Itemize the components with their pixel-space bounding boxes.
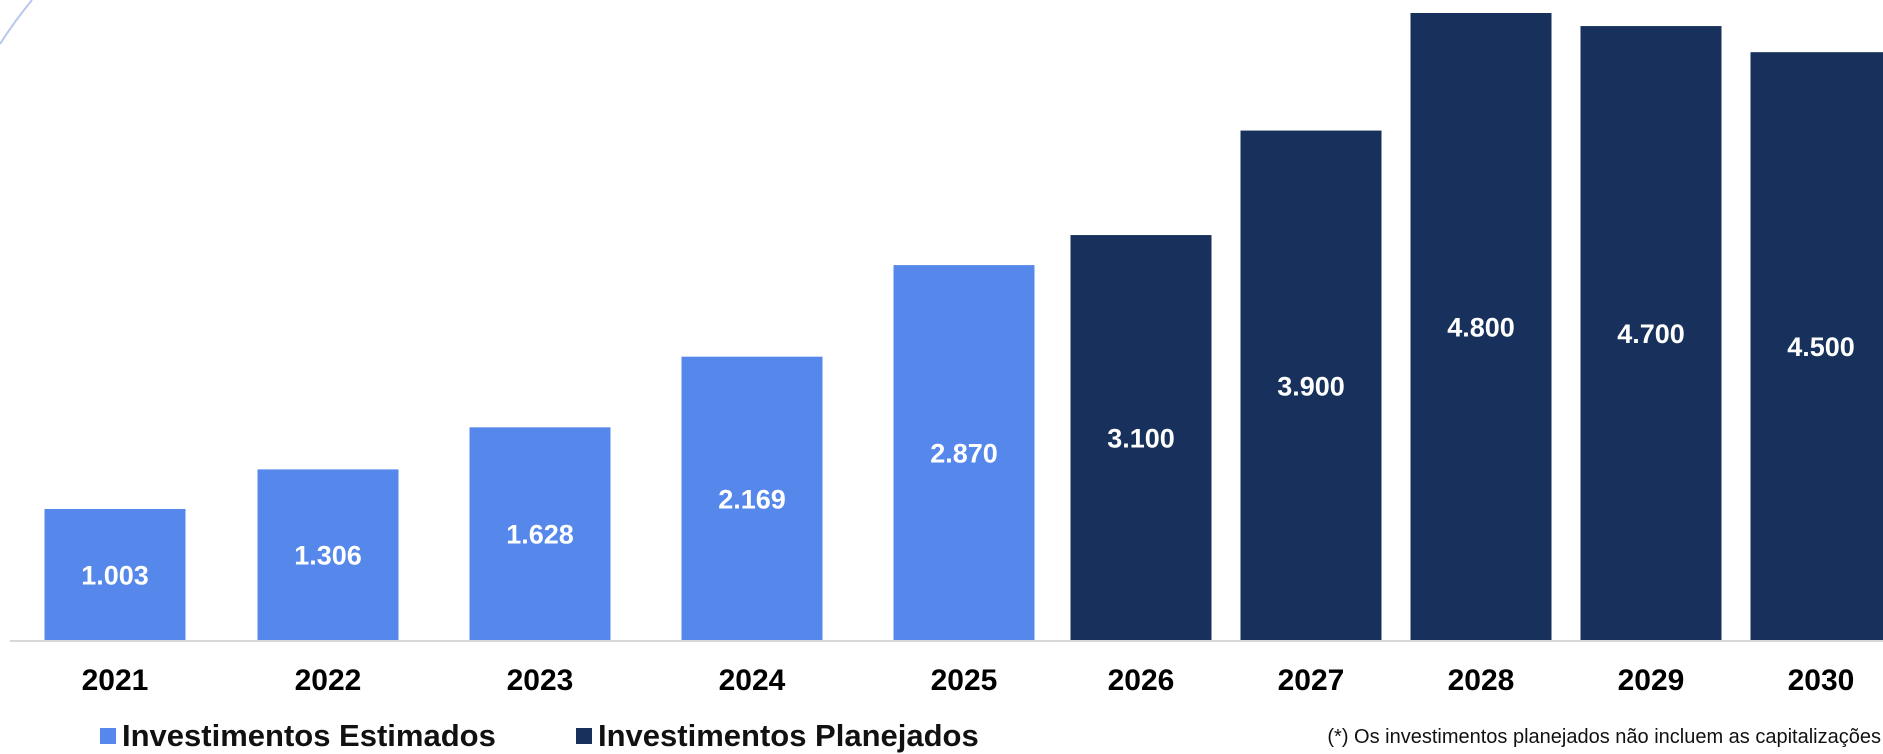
x-tick-label-2026: 2026 xyxy=(1108,664,1175,697)
bar-value-label-2026: 3.100 xyxy=(1107,424,1175,454)
x-tick-label-2028: 2028 xyxy=(1448,664,1515,697)
bar-2022 xyxy=(257,469,399,640)
bar-value-label-2023: 1.628 xyxy=(506,520,574,550)
legend-item-estimados: Investimentos Estimados xyxy=(100,718,496,754)
bar-value-label-2024: 2.169 xyxy=(718,484,786,514)
bar-value-label-2025: 2.870 xyxy=(930,439,998,469)
bar-value-label-2021: 1.003 xyxy=(81,560,149,590)
bar-2030 xyxy=(1750,52,1883,640)
decorative-arc xyxy=(0,0,33,45)
footnote: (*) Os investimentos planejados não incl… xyxy=(1327,726,1881,748)
x-tick-label-2025: 2025 xyxy=(931,664,998,697)
legend-swatch-estimados xyxy=(100,728,116,744)
x-tick-label-2029: 2029 xyxy=(1618,664,1685,697)
bar-value-label-2027: 3.900 xyxy=(1277,371,1345,401)
bars-layer: 1.003 1.306 1.628 2.169 2.870 3.100 3.900 4.800… xyxy=(44,13,1883,640)
legend-label-estimados: Investimentos Estimados xyxy=(122,718,496,753)
legend-swatch-planejados xyxy=(576,728,592,744)
bar-2023 xyxy=(469,427,611,640)
bar-value-label-2028: 4.800 xyxy=(1447,313,1515,343)
legend-item-planejados: Investimentos Planejados xyxy=(576,718,979,754)
bar-2028 xyxy=(1410,13,1552,640)
x-tick-label-2023: 2023 xyxy=(507,664,574,697)
bar-value-label-2029: 4.700 xyxy=(1617,319,1685,349)
x-tick-label-2030: 2030 xyxy=(1788,664,1855,697)
bar-2025 xyxy=(893,265,1035,640)
bar-2027 xyxy=(1240,130,1382,640)
bar-2026 xyxy=(1070,235,1212,640)
bar-2029 xyxy=(1580,26,1722,640)
x-tick-label-2021: 2021 xyxy=(82,664,149,697)
legend-label-planejados: Investimentos Planejados xyxy=(598,718,979,753)
bar-value-label-2030: 4.500 xyxy=(1787,332,1855,362)
bar-2021 xyxy=(44,508,186,640)
tick-labels: 2021 2022 2023 2024 2025 2026 2027 2028 2029 2030 xyxy=(82,664,1855,697)
x-tick-label-2024: 2024 xyxy=(719,664,786,697)
x-tick-label-2027: 2027 xyxy=(1278,664,1345,697)
x-tick-label-2022: 2022 xyxy=(295,664,362,697)
bar-2024 xyxy=(681,356,823,640)
bar-value-label-2022: 1.306 xyxy=(294,541,362,571)
